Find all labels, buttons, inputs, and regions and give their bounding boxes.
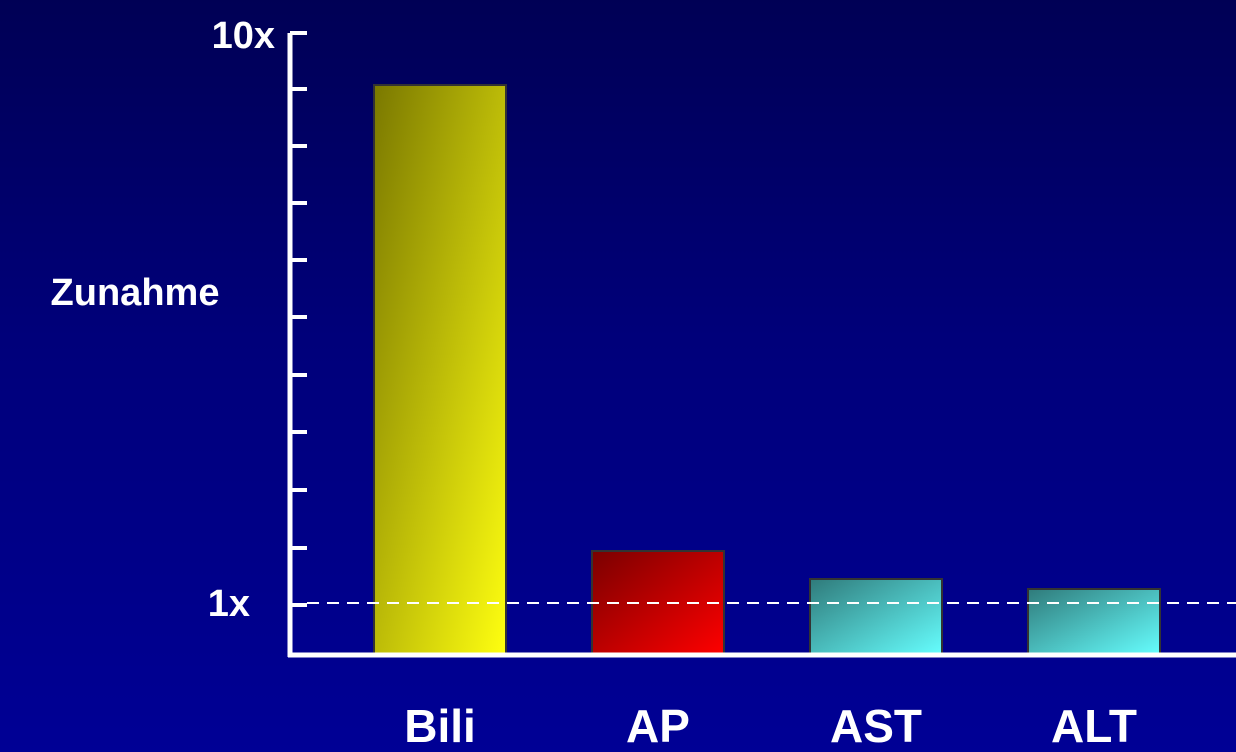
y-axis-ticks [290,31,307,607]
bars [373,84,1161,656]
category-label-ap: AP [626,700,690,752]
y-tick-label-top: 10x [212,15,275,57]
category-labels: Bili AP AST ALT [404,700,1137,752]
y-tick-label-bottom: 1x [208,583,250,625]
category-label-ast: AST [830,700,922,752]
bar-bili [373,84,507,656]
y-axis-label: Zunahme [51,272,220,314]
bar-alt [1027,588,1161,656]
category-label-bili: Bili [404,700,476,752]
bar-ast [809,578,943,656]
category-label-alt: ALT [1051,700,1137,752]
